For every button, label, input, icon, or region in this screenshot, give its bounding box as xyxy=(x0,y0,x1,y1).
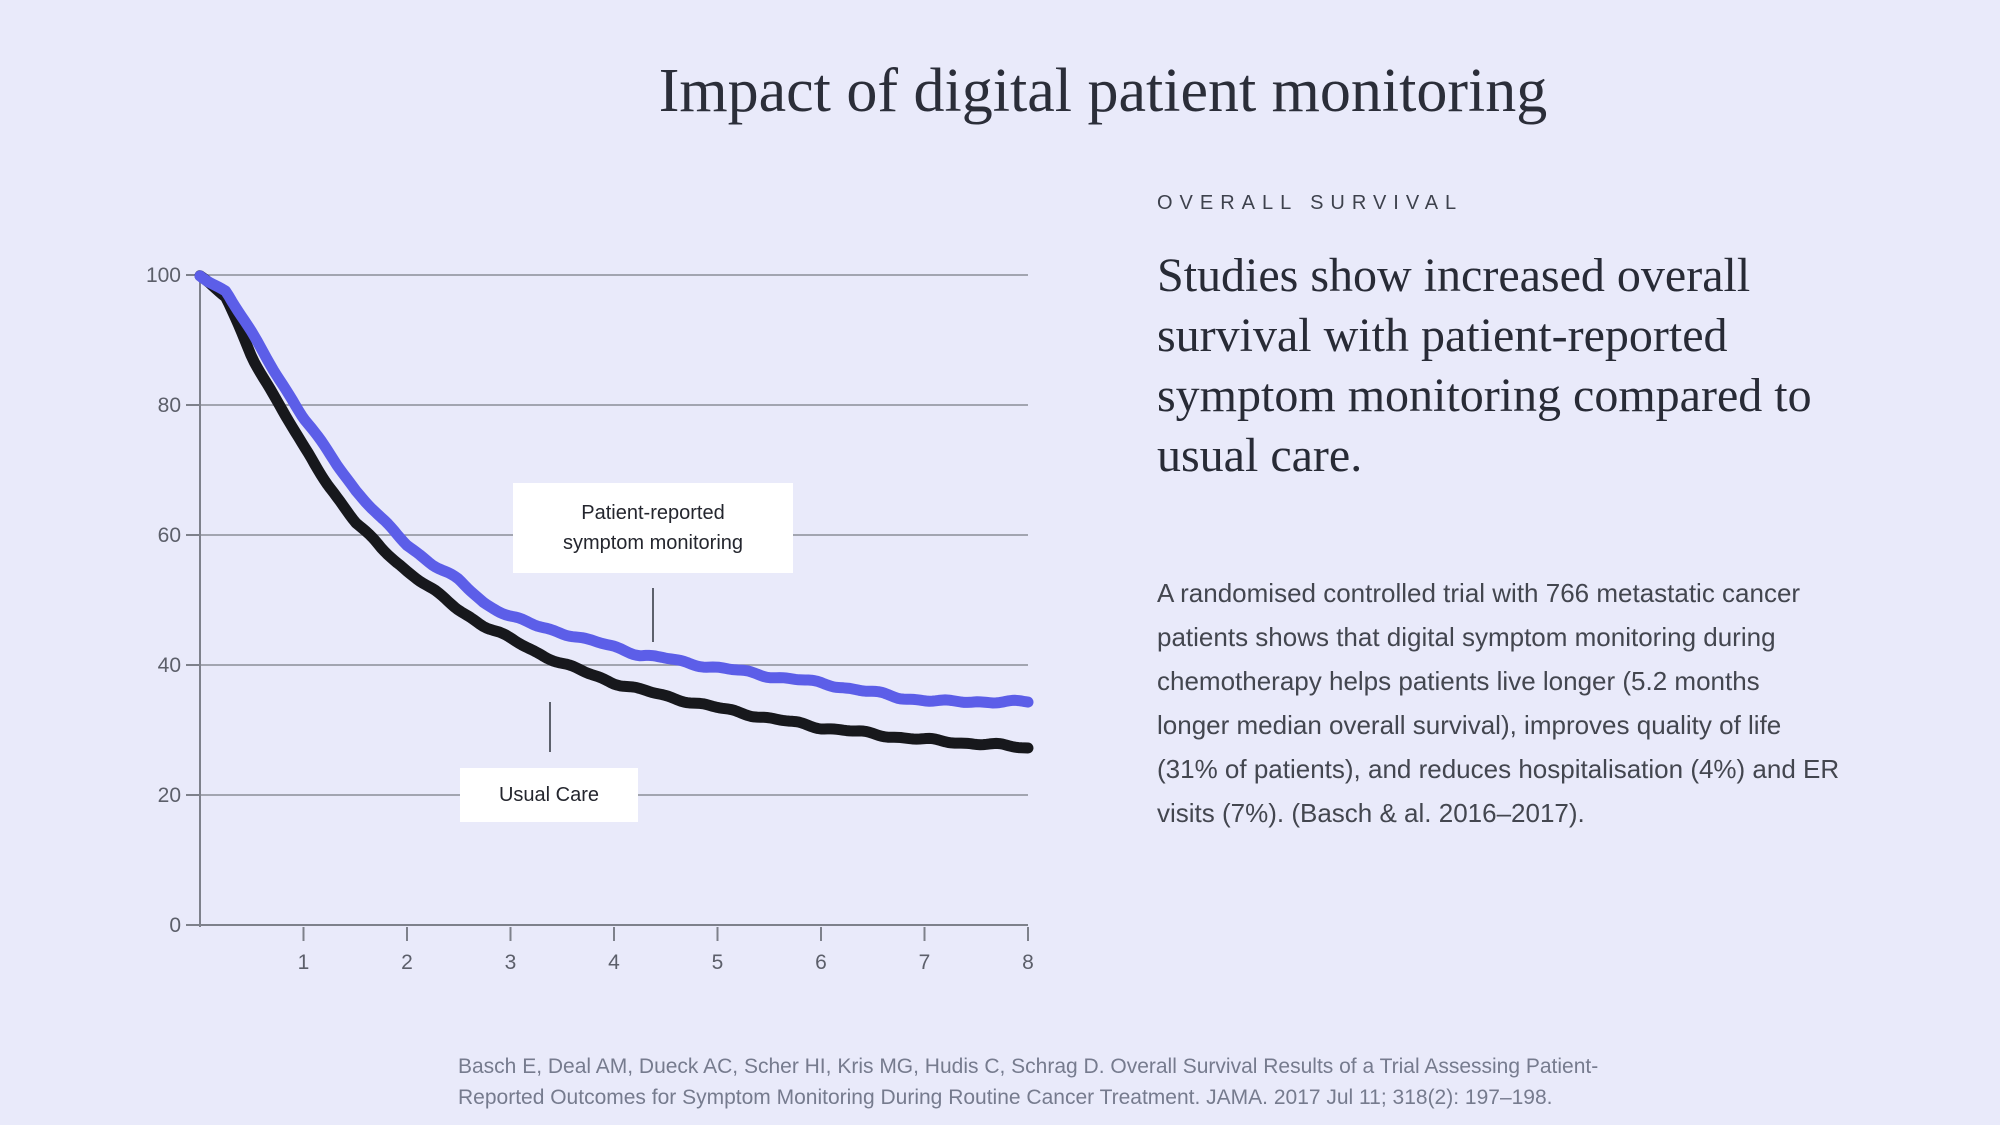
series-label-monitoring: Patient-reported symptom monitoring xyxy=(513,483,793,573)
panel-heading: Studies show increased overall survival … xyxy=(1157,246,1947,486)
survival-chart: 0 20 40 60 80 100 1 2 3 4 5 6 7 8 xyxy=(146,264,1034,974)
x-tick-label-7: 7 xyxy=(919,951,931,974)
citation: Basch E, Deal AM, Dueck AC, Scher HI, Kr… xyxy=(458,1051,1758,1113)
heading-line: Studies show increased overall xyxy=(1157,249,1751,302)
series-label-usual-care: Usual Care xyxy=(460,768,638,822)
series-label-monitoring-line1: Patient-reported xyxy=(581,502,725,524)
series-label-monitoring-line2: symptom monitoring xyxy=(562,532,744,554)
heading-line: survival with patient-reported xyxy=(1157,309,1728,362)
y-tick-label-80: 80 xyxy=(158,394,181,417)
body-line: chemotherapy helps patients live longer … xyxy=(1157,666,1760,696)
x-tick-label-4: 4 xyxy=(608,951,620,974)
citation-line1: Basch E, Deal AM, Dueck AC, Scher HI, Kr… xyxy=(458,1055,1599,1078)
y-tick-label-60: 60 xyxy=(158,524,181,547)
body-line: A randomised controlled trial with 766 m… xyxy=(1157,578,1801,608)
body-line: visits (7%). (Basch & al. 2016–2017). xyxy=(1157,798,1585,828)
y-tick-label-20: 20 xyxy=(158,784,181,807)
x-tick-label-3: 3 xyxy=(505,951,517,974)
x-tick-label-8: 8 xyxy=(1022,951,1034,974)
panel-body: A randomised controlled trial with 766 m… xyxy=(1157,571,1947,835)
citation-line2: Reported Outcomes for Symptom Monitoring… xyxy=(458,1086,1553,1109)
monitoring-curve xyxy=(194,270,1034,709)
x-tick-label-6: 6 xyxy=(815,951,827,974)
heading-line: usual care. xyxy=(1157,429,1363,482)
overview-panel: OVERALL SURVIVAL xyxy=(1157,192,1937,215)
x-tick-label-2: 2 xyxy=(401,951,413,974)
usual-care-curve xyxy=(194,270,1034,754)
x-tick-label-1: 1 xyxy=(298,951,310,974)
panel-eyebrow: OVERALL SURVIVAL xyxy=(1157,192,1464,214)
x-tick-label-5: 5 xyxy=(712,951,724,974)
y-tick-label-40: 40 xyxy=(158,654,181,677)
y-tick-label-0: 0 xyxy=(169,914,181,937)
y-tick-label-100: 100 xyxy=(146,264,181,287)
body-line: (31% of patients), and reduces hospitali… xyxy=(1157,754,1840,784)
series-label-usual-care-text: Usual Care xyxy=(498,784,600,806)
body-line: longer median overall survival), improve… xyxy=(1157,710,1782,740)
heading-line: symptom monitoring compared to xyxy=(1157,369,1812,422)
page-title: Impact of digital patient monitoring xyxy=(658,56,1548,125)
body-line: patients shows that digital symptom moni… xyxy=(1157,622,1776,652)
